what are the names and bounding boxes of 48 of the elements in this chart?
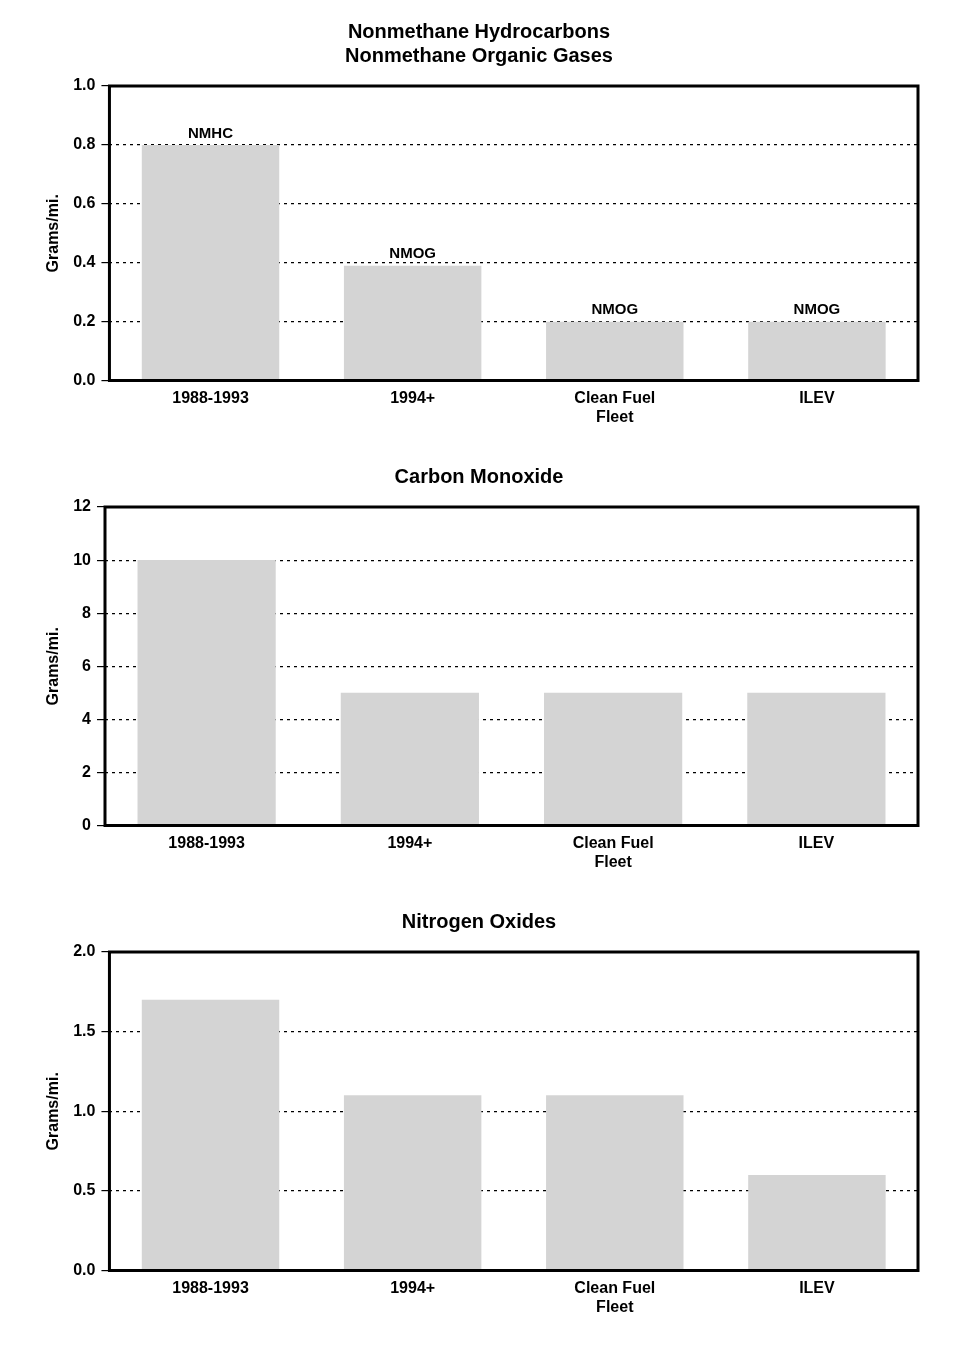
chart-title: Nitrogen Oxides	[401, 909, 557, 932]
y-tick-label: 2.0	[73, 942, 96, 960]
y-axis-title: Grams/mi.	[44, 194, 62, 273]
y-tick-label: 0.6	[73, 194, 96, 212]
annotation: NMOG	[793, 300, 841, 318]
y-tick-label: 0.5	[73, 1181, 96, 1199]
y-tick-label: 1.0	[73, 76, 96, 94]
y-tick-label: 0.4	[73, 253, 96, 271]
y-tick-label: 0	[82, 816, 92, 834]
x-tick-label: 1994+	[387, 833, 433, 851]
bar	[141, 999, 280, 1270]
chart-title: Carbon Monoxide	[394, 464, 564, 487]
y-tick-label: 2	[82, 762, 92, 780]
bar	[141, 144, 280, 380]
x-tick-label: Clean Fuel Fleet	[572, 833, 654, 870]
bar	[748, 321, 886, 380]
y-tick-label: 0.2	[73, 312, 96, 330]
y-tick-label: 6	[82, 656, 92, 674]
bar	[748, 1175, 886, 1270]
x-tick-label: ILEV	[798, 833, 835, 851]
x-tick-label: ILEV	[799, 388, 836, 406]
bar	[343, 1095, 482, 1270]
y-tick-label: 1.0	[73, 1101, 96, 1119]
x-tick-label: Clean Fuel Fleet	[574, 1278, 656, 1315]
y-tick-label: 8	[82, 603, 92, 621]
chart-title: Nonmethane Hydrocarbons Nonmethane Organic Gases	[345, 19, 613, 66]
x-tick-label: 1994+	[390, 1278, 436, 1296]
x-tick-label: 1988-1993	[168, 833, 245, 851]
y-tick-label: 0.0	[73, 1261, 96, 1279]
y-tick-label: 0.0	[73, 371, 96, 389]
x-tick-label: ILEV	[799, 1278, 836, 1296]
annotation: NMOG	[591, 300, 639, 318]
bar	[546, 1095, 684, 1270]
bar	[546, 321, 684, 380]
x-tick-label: 1994+	[390, 388, 436, 406]
y-axis-title: Grams/mi.	[44, 627, 62, 706]
annotation: NMOG	[389, 244, 436, 262]
x-tick-label: 1988-1993	[172, 1278, 249, 1296]
y-axis-title: Grams/mi.	[44, 1072, 62, 1151]
y-tick-label: 10	[73, 550, 92, 568]
y-tick-label: 1.5	[73, 1022, 96, 1040]
annotation: NMHC	[188, 123, 234, 141]
y-tick-label: 0.8	[73, 135, 96, 153]
y-tick-label: 4	[82, 709, 92, 727]
y-tick-label: 12	[73, 497, 92, 515]
x-tick-label: Clean Fuel Fleet	[574, 388, 656, 425]
x-tick-label: 1988-1993	[172, 388, 249, 406]
bar	[343, 265, 482, 380]
